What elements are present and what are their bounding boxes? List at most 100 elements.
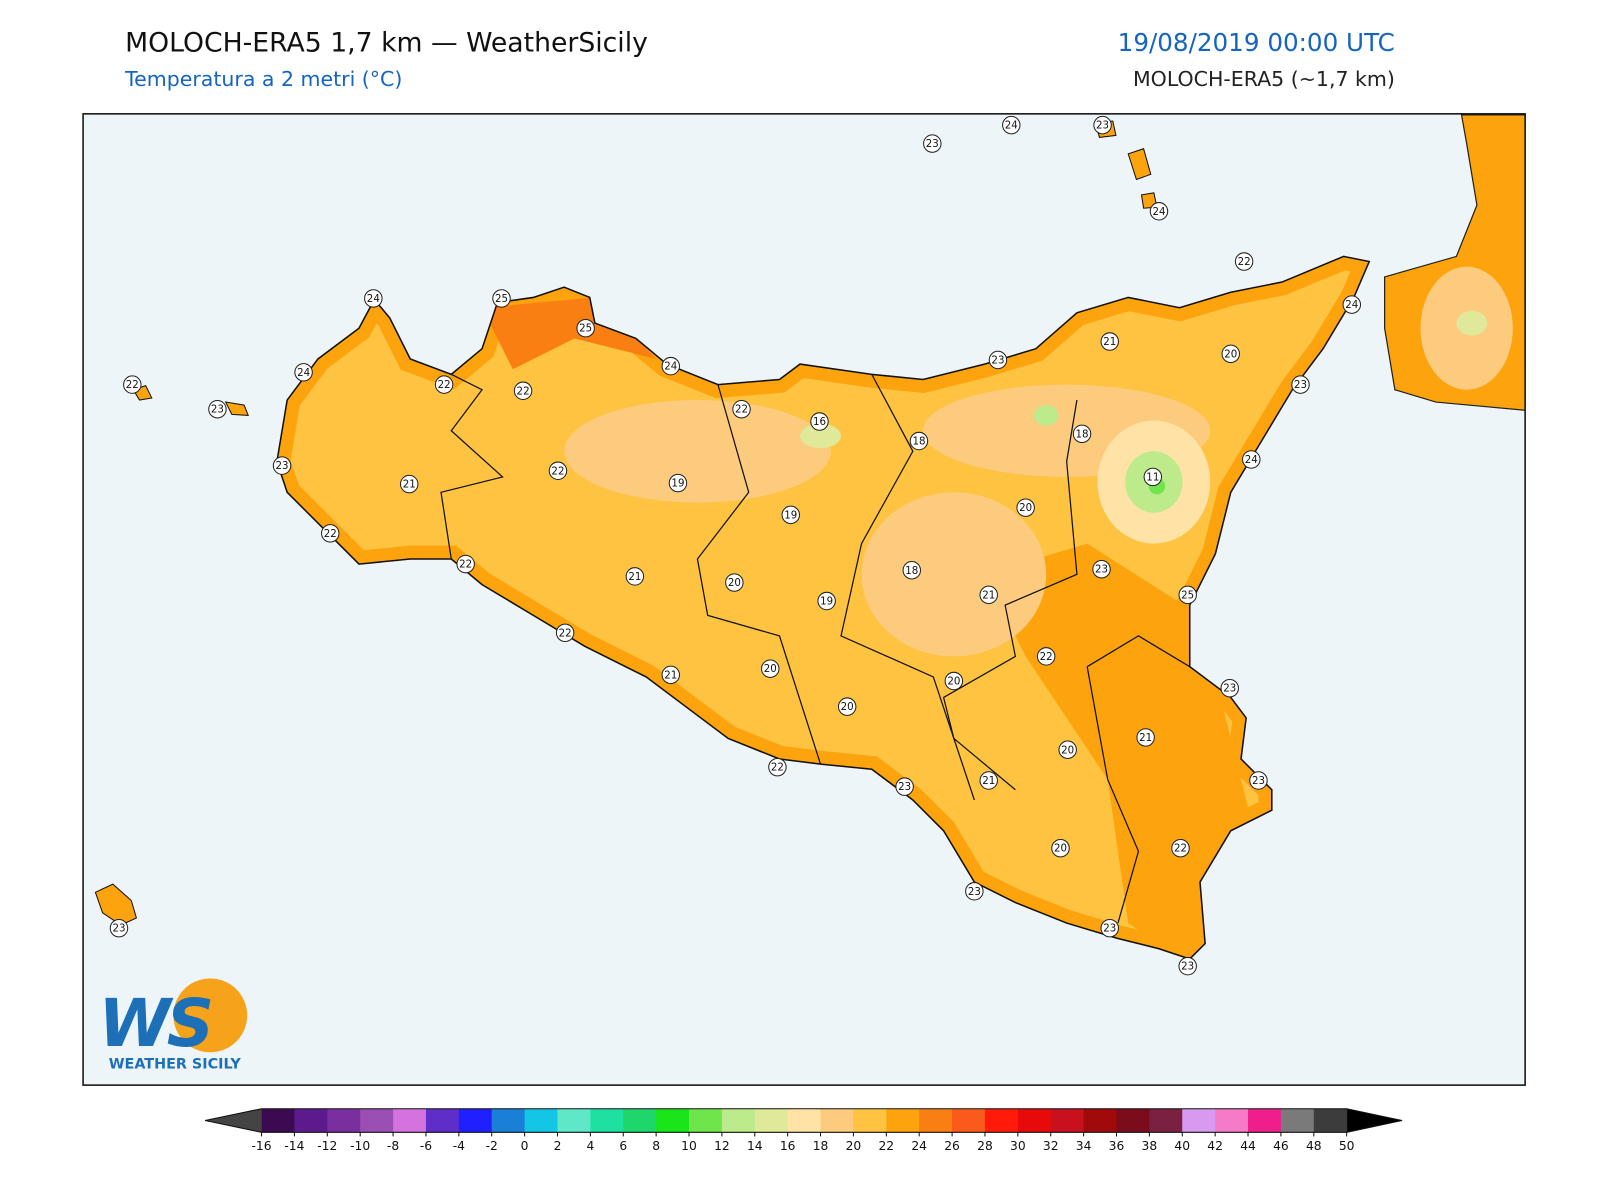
province-borders	[440, 373, 1191, 924]
station-marker	[817, 591, 836, 611]
station-value: 21	[1139, 732, 1152, 744]
station-marker	[548, 461, 568, 480]
station-marker	[725, 573, 744, 592]
station-value: 23	[1181, 961, 1194, 973]
station-value: 24	[664, 361, 677, 373]
station-marker	[294, 363, 313, 382]
station-marker	[1149, 202, 1169, 221]
station-value: 20	[1054, 843, 1067, 855]
station-value: 25	[495, 293, 508, 305]
station-value: 21	[982, 775, 995, 787]
station-value: 21	[982, 589, 995, 601]
station-value: 20	[764, 663, 777, 675]
station-marker	[1242, 450, 1261, 469]
colorbar-swatch	[853, 1108, 887, 1133]
station-marker	[272, 456, 292, 475]
calabria-cooler	[1456, 310, 1488, 336]
colorbar-tick-label: 24	[911, 1139, 927, 1153]
colorbar-tick-label: 36	[1109, 1139, 1125, 1153]
colorbar-tick-label: 26	[944, 1139, 960, 1153]
colorbar-swatch	[524, 1108, 558, 1133]
colorbar-tick-label: 8	[652, 1139, 660, 1153]
station-marker	[434, 375, 454, 394]
station-value: 23	[1096, 120, 1109, 132]
colorbar-tick-label: 28	[977, 1139, 993, 1153]
station-value: 21	[1103, 336, 1116, 348]
station-value: 22	[559, 627, 572, 639]
logo: WS WEATHER SICILY	[98, 978, 248, 1073]
station-marker	[909, 431, 929, 451]
colorbar-tick-label: 2	[554, 1139, 562, 1153]
station-marker	[1221, 344, 1240, 364]
colorbar-tick-label: -12	[317, 1139, 337, 1153]
station-value: 23	[991, 355, 1004, 367]
station-marker	[902, 561, 922, 580]
station-value: 20	[1061, 744, 1074, 756]
station-marker	[109, 918, 129, 938]
colorbar-swatch	[1083, 1108, 1118, 1133]
station-marker	[1051, 838, 1070, 858]
station-value: 21	[628, 571, 641, 583]
station-marker	[1093, 115, 1112, 135]
station-value: 22	[459, 559, 472, 571]
station-marker	[123, 375, 142, 394]
station-value: 23	[1252, 775, 1265, 787]
station-value: 22	[1238, 256, 1251, 268]
station-value: 22	[126, 379, 139, 391]
colorbar-tick-label: 44	[1240, 1139, 1256, 1153]
colorbar: -16 -14 -12 -10 -8 -6 -4 -2 0 2 4 6 8 10 12 14 16 18 20 22 2…	[205, 1108, 1403, 1153]
station-value: 23	[898, 781, 911, 793]
colorbar-tick-label: 38	[1142, 1139, 1158, 1153]
station-value: 18	[905, 565, 918, 577]
station-value: 20	[841, 701, 854, 713]
colorbar-tick-label: 10	[681, 1139, 697, 1153]
colorbar-tick-label: -10	[350, 1139, 370, 1153]
colorbar-tick-label: -2	[486, 1139, 498, 1153]
station-marker	[1234, 252, 1254, 271]
station-marker	[781, 505, 800, 525]
station-marker	[1178, 585, 1197, 605]
station-value: 22	[517, 385, 530, 397]
station-marker	[1092, 559, 1111, 579]
logo-sun	[173, 978, 248, 1053]
station-marker	[1178, 956, 1197, 976]
colorbar-swatch	[820, 1108, 854, 1133]
station-marker	[208, 399, 227, 419]
station-marker	[837, 697, 857, 716]
title: MOLOCH-ERA5 1,7 km — WeatherSicily	[125, 28, 648, 59]
colorbar-tick-label: 18	[813, 1139, 829, 1153]
station-marker	[1036, 647, 1056, 666]
colorbar-swatch	[458, 1108, 493, 1133]
station-value: 16	[813, 416, 826, 428]
colorbar-swatch	[360, 1108, 394, 1133]
colorbar-swatch	[623, 1108, 657, 1133]
colorbar-tick-label: 12	[714, 1139, 730, 1153]
station-marker	[492, 289, 511, 308]
station-value: 25	[1181, 589, 1194, 601]
colorbar-swatch	[689, 1108, 723, 1133]
station-marker	[979, 771, 998, 790]
station-marker	[625, 567, 645, 586]
colorbar-swatch	[590, 1108, 624, 1133]
colorbar-tick-label: 0	[521, 1139, 529, 1153]
station-value: 25	[579, 323, 592, 335]
subtitle: Temperatura a 2 metri (°C)	[124, 67, 402, 91]
station-marker	[1058, 740, 1077, 759]
colorbar-under	[205, 1108, 262, 1133]
station-marker	[979, 585, 998, 605]
station-marker	[732, 399, 751, 419]
colorbar-swatch	[1215, 1108, 1249, 1133]
station-value: 18	[1076, 428, 1089, 440]
station-value: 19	[784, 509, 797, 521]
colorbar-tick-label: 34	[1076, 1139, 1092, 1153]
station-marker	[661, 665, 680, 685]
station-value: 22	[735, 404, 748, 416]
station-value: 24	[367, 293, 380, 305]
colorbar-swatch	[787, 1108, 822, 1133]
colorbar-swatch	[261, 1108, 295, 1133]
station-value: 20	[1019, 502, 1032, 514]
station-value: 23	[1095, 564, 1108, 576]
colorbar-swatch	[1116, 1108, 1150, 1133]
